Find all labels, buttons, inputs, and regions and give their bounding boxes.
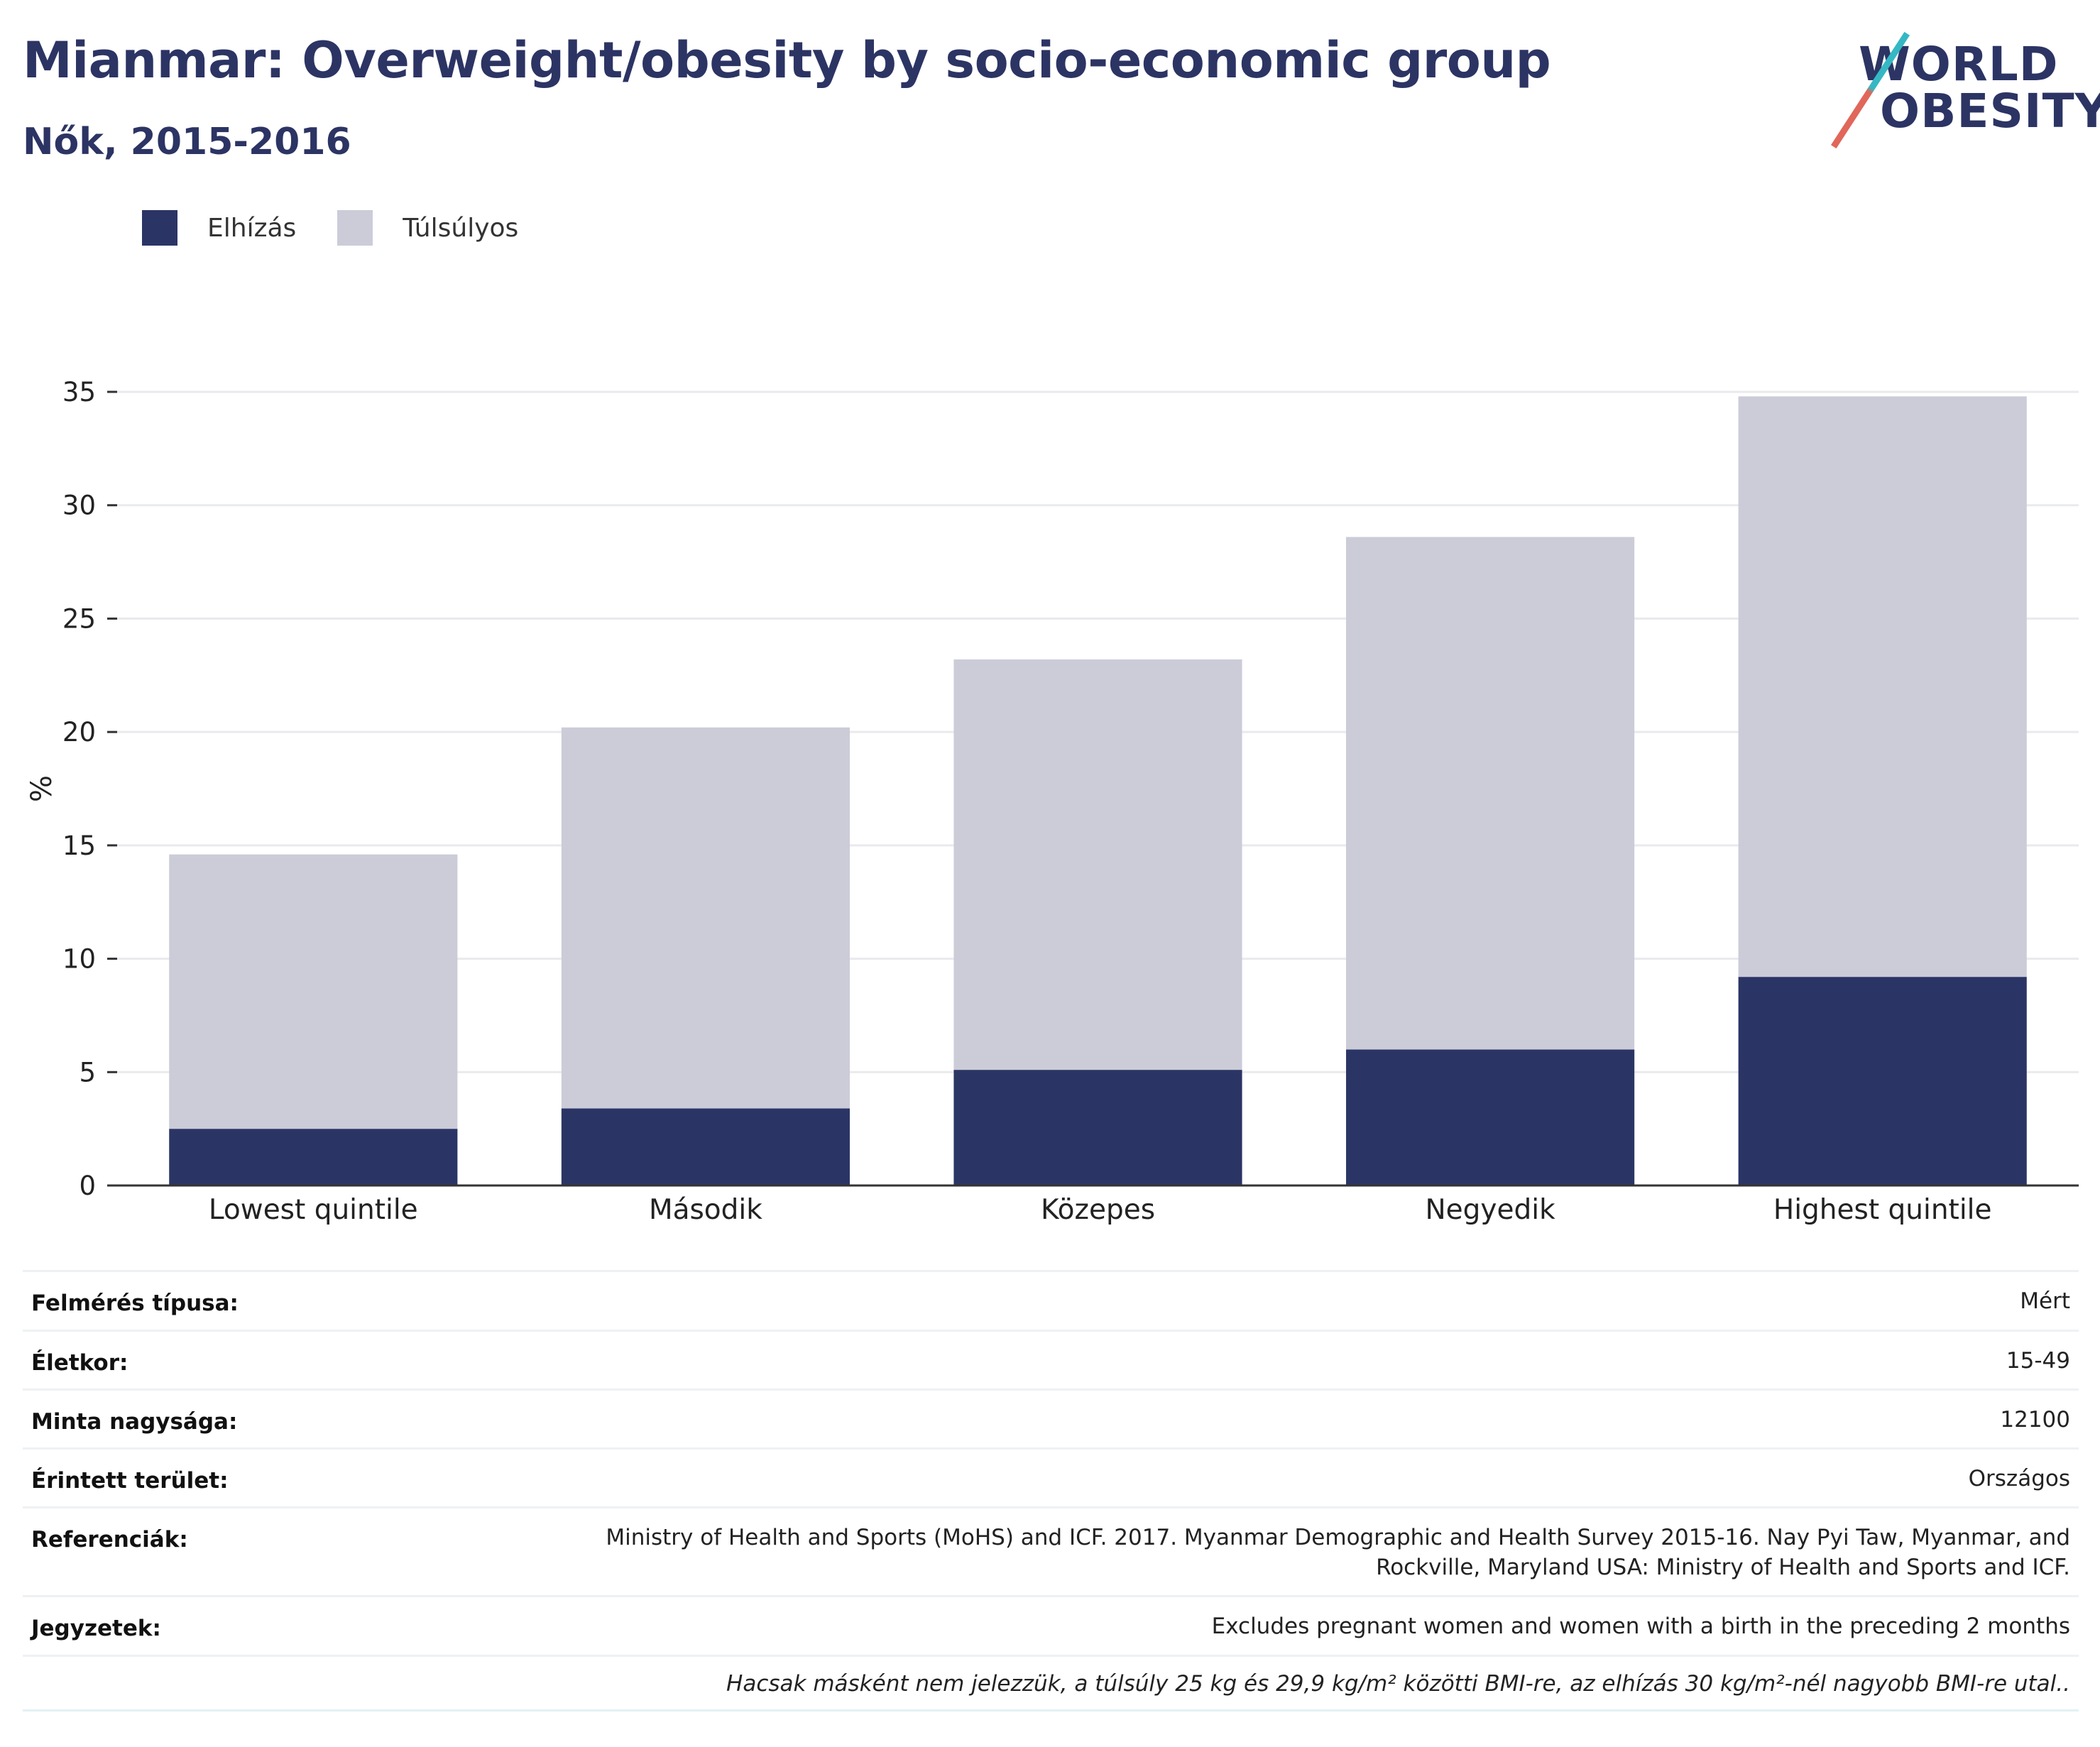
bar-obesity: [1346, 1049, 1635, 1185]
info-value-age: 15-49: [2006, 1348, 2070, 1374]
y-axis-label: %: [26, 775, 58, 802]
bar-overweight: [561, 727, 850, 1109]
logo-text-line2: OBESITY: [1880, 84, 2100, 138]
y-tick-label: 10: [62, 944, 96, 975]
x-tick-label: Highest quintile: [1773, 1194, 1992, 1226]
info-value-references-line1: Ministry of Health and Sports (MoHS) and…: [606, 1525, 2070, 1550]
y-tick-label: 35: [62, 377, 96, 407]
logo-text-line1: WORLD: [1859, 37, 2059, 92]
chart-subtitle: Nők, 2015-2016: [23, 121, 351, 163]
bar-obesity: [561, 1108, 850, 1185]
info-row-age: Életkor: 15-49: [23, 1330, 2079, 1389]
info-row-area: Érintett terület: Országos: [23, 1447, 2079, 1506]
info-value-references: Ministry of Health and Sports (MoHS) and…: [606, 1508, 2070, 1582]
info-row-references: Referenciák: Ministry of Health and Spor…: [23, 1506, 2079, 1595]
info-table: Felmérés típusa: Mért Életkor: 15-49 Min…: [23, 1270, 2079, 1712]
info-row-survey-type: Felmérés típusa: Mért: [23, 1270, 2079, 1330]
legend-swatch-obesity: [142, 210, 177, 246]
chart-title: Mianmar: Overweight/obesity by socio-eco…: [23, 31, 1551, 89]
y-tick-label: 25: [62, 603, 96, 634]
x-tick-label: Negyedik: [1426, 1194, 1556, 1226]
info-value-area: Országos: [1968, 1466, 2070, 1491]
x-tick-label: Közepes: [1041, 1194, 1155, 1226]
bar-overweight: [953, 659, 1242, 1070]
bar-chart: 0 5 10 15 20 25 30 35% Lowest quintile Második Köz…: [26, 377, 2079, 1226]
info-key-area: Érintett terület:: [31, 1468, 229, 1494]
legend-label-overweight: Túlsúlyos: [403, 213, 519, 243]
y-tick-label: 0: [79, 1171, 96, 1201]
bar-overweight: [169, 854, 458, 1129]
world-obesity-logo: WORLD OBESITY: [1830, 20, 2100, 149]
info-row-notes: Jegyzetek: Excludes pregnant women and w…: [23, 1595, 2079, 1655]
legend-item-obesity[interactable]: Elhízás: [142, 210, 296, 246]
info-row-sample-size: Minta nagysága: 12100: [23, 1389, 2079, 1447]
legend-swatch-overweight: [337, 210, 373, 246]
legend-item-overweight[interactable]: Túlsúlyos: [337, 210, 518, 246]
bar-obesity: [953, 1070, 1242, 1185]
info-key-age: Életkor:: [31, 1350, 128, 1376]
x-tick-label: Második: [649, 1194, 762, 1226]
chart-legend: Elhízás Túlsúlyos: [142, 210, 559, 246]
info-value-references-line2: Rockville, Maryland USA: Ministry of Hea…: [1376, 1555, 2070, 1580]
info-key-references: Referenciák:: [31, 1527, 188, 1552]
bar-overweight: [1346, 537, 1635, 1050]
x-tick-label: Lowest quintile: [209, 1194, 418, 1226]
y-tick-label: 30: [62, 491, 96, 521]
info-value-survey-type: Mért: [2020, 1288, 2070, 1314]
info-value-sample-size: 12100: [2000, 1407, 2070, 1433]
info-key-survey-type: Felmérés típusa:: [31, 1291, 239, 1316]
info-key-sample-size: Minta nagysága:: [31, 1409, 238, 1435]
bar-overweight: [1738, 396, 2027, 977]
y-tick-label: 5: [79, 1057, 96, 1088]
info-key-notes: Jegyzetek:: [31, 1616, 161, 1641]
info-value-notes: Excludes pregnant women and women with a…: [1211, 1614, 2070, 1639]
y-tick-label: 15: [62, 831, 96, 861]
bar-obesity: [1738, 977, 2027, 1185]
legend-label-obesity: Elhízás: [207, 213, 297, 243]
y-tick-label: 20: [62, 717, 96, 747]
footnote: Hacsak másként nem jelezzük, a túlsúly 2…: [23, 1655, 2079, 1712]
bar-obesity: [169, 1129, 458, 1185]
